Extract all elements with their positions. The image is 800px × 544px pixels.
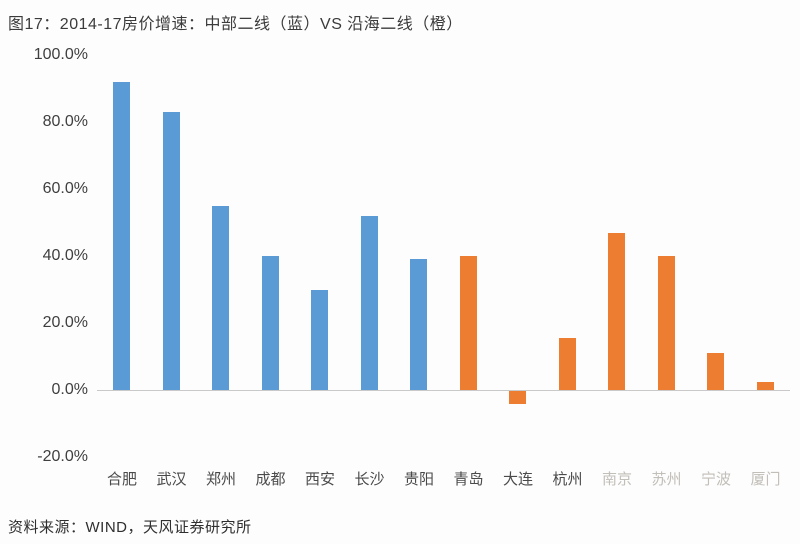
x-axis-category-label: 贵阳	[403, 471, 434, 488]
x-axis-category-label: 杭州	[552, 471, 583, 488]
chart-bar	[360, 215, 378, 390]
chart-bar	[212, 205, 230, 390]
x-axis-line	[97, 390, 790, 391]
chart-bar	[410, 259, 428, 390]
chart-bar	[756, 381, 774, 390]
y-axis-tick-label: 60.0%	[42, 180, 88, 197]
y-axis-tick-label: 0.0%	[51, 381, 88, 398]
y-axis-tick-label: 40.0%	[42, 247, 88, 264]
chart-bar	[311, 289, 329, 390]
y-axis-tick-label: -20.0%	[37, 448, 88, 465]
chart-title: 图17：2014-17房价增速：中部二线（蓝）VS 沿海二线（橙）	[8, 16, 463, 33]
x-axis-category-label: 武汉	[156, 471, 187, 488]
x-axis-category-label: 郑州	[205, 471, 236, 488]
x-axis-category-label: 厦门	[750, 471, 781, 488]
x-axis-category-label: 南京	[601, 471, 632, 488]
x-axis-category-label: 苏州	[651, 471, 682, 488]
y-axis-tick-label: 20.0%	[42, 314, 88, 331]
chart-bar	[261, 256, 279, 390]
x-axis-category-label: 宁波	[700, 471, 731, 488]
x-axis-category-label: 青岛	[453, 471, 484, 488]
chart-bar	[657, 256, 675, 390]
chart-bar	[509, 391, 527, 405]
y-axis-tick-label: 100.0%	[33, 46, 88, 63]
chart-bar	[162, 111, 180, 390]
x-axis-category-label: 大连	[502, 471, 533, 488]
x-axis-category-label: 合肥	[106, 471, 137, 488]
x-axis-category-label: 西安	[304, 471, 335, 488]
chart-bar	[707, 353, 725, 390]
chart-bar	[459, 256, 477, 390]
data-source-note: 资料来源：WIND，天风证券研究所	[8, 519, 252, 536]
chart-bar	[608, 232, 626, 390]
chart-bar	[558, 338, 576, 390]
y-axis-tick-label: 80.0%	[42, 113, 88, 130]
x-axis-category-label: 长沙	[354, 471, 385, 488]
x-axis-category-label: 成都	[255, 471, 286, 488]
chart-bar	[113, 81, 131, 390]
